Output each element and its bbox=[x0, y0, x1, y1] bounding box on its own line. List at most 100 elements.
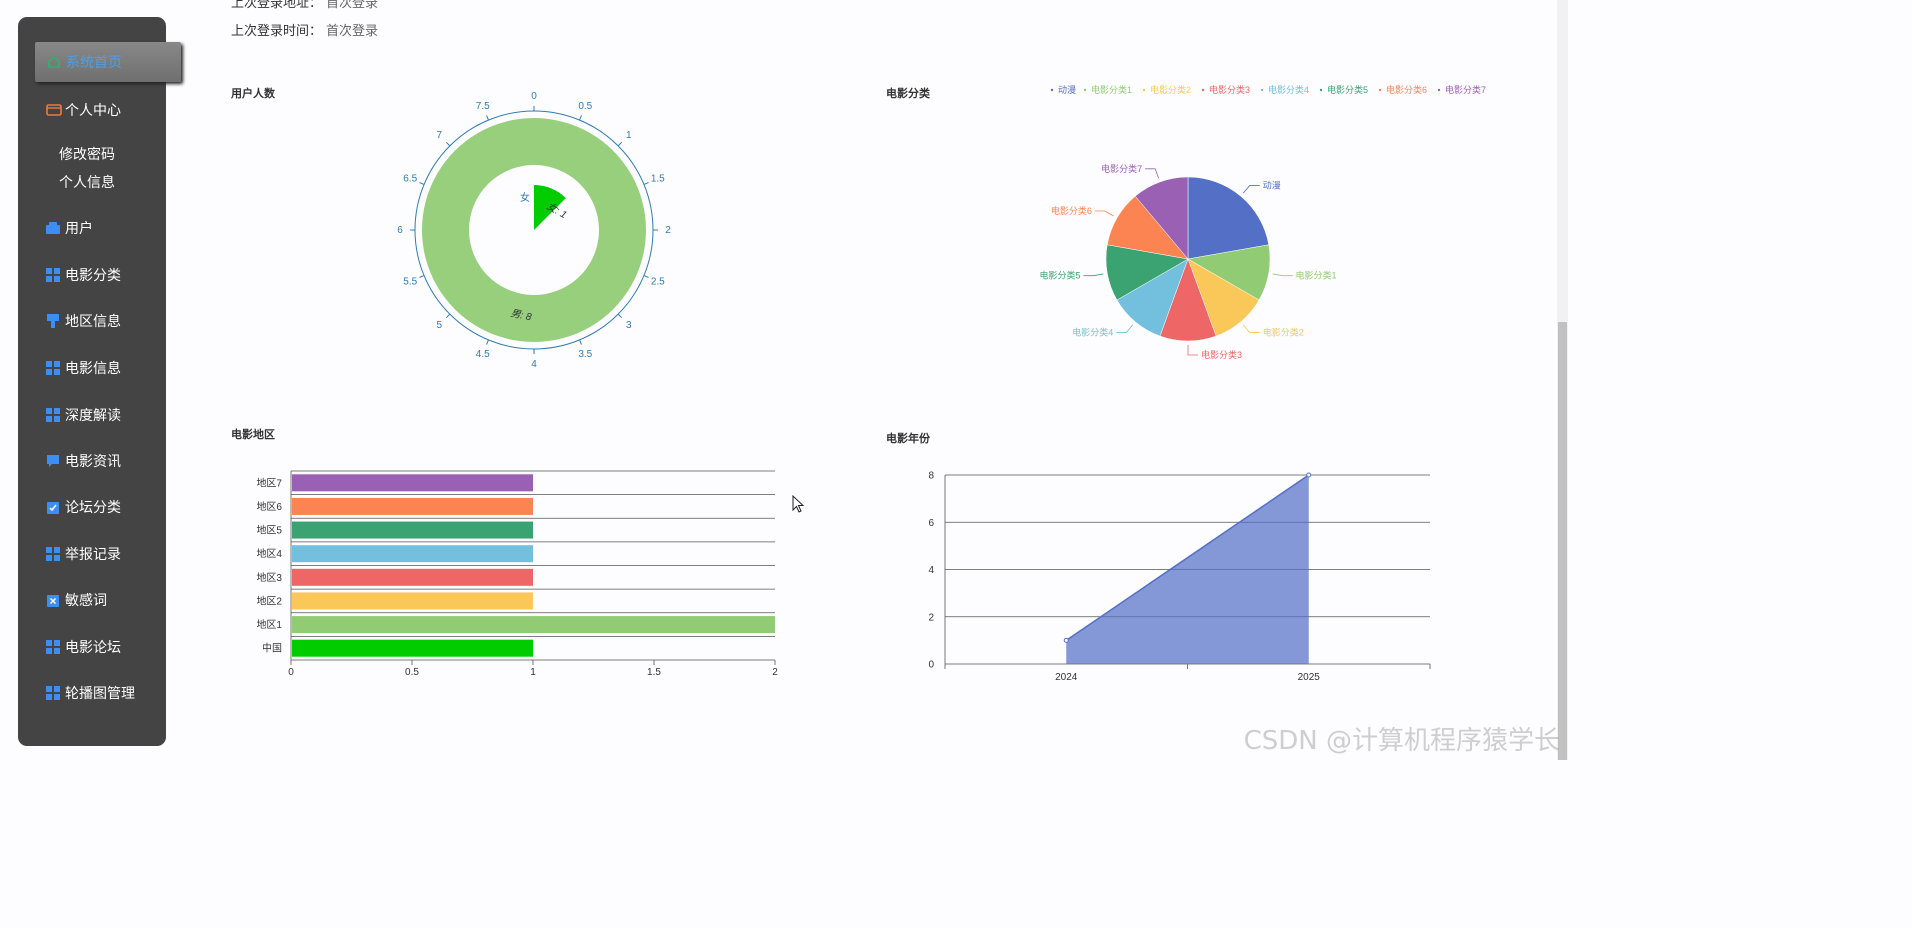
wallet-icon bbox=[46, 103, 62, 117]
sidebar-subitem-change-password[interactable]: 修改密码 bbox=[59, 146, 115, 162]
angle-tick bbox=[643, 275, 649, 278]
regions-bar-chart: 中国 地区1 地区2 地区3 地区4 地区5 地区6 地区7 0 0.5 1 1.5 2 bbox=[256, 470, 778, 678]
legend-marker bbox=[1319, 88, 1323, 92]
legend-marker bbox=[1201, 88, 1205, 92]
bar bbox=[292, 521, 533, 539]
pie-label-line bbox=[1083, 273, 1104, 277]
x-tick-label: 1 bbox=[530, 667, 536, 678]
sidebar: 系统首页 个人中心 修改密码 个人信息 用户 电影分类 地区信息 电影信息 深度… bbox=[18, 17, 181, 746]
watermark: CSDN @计算机程序猿学长 bbox=[1243, 726, 1560, 756]
sidebar-item-forum-categories[interactable]: 论坛分类 bbox=[18, 494, 166, 520]
legend-item: 电影分类4 bbox=[1268, 84, 1309, 95]
x-tick-label: 2 bbox=[772, 667, 778, 678]
users-polar-chart: 00.511.522.533.544.555.566.577.5女女: 1男: … bbox=[397, 91, 671, 370]
angle-tick bbox=[579, 115, 582, 121]
years-area-chart: 0 2 4 6 8 2024 2025 bbox=[928, 471, 1431, 683]
angle-tick-label: 7.5 bbox=[476, 101, 490, 112]
sidebar-item-label: 电影论坛 bbox=[65, 639, 121, 655]
angle-tick-label: 0 bbox=[531, 91, 537, 102]
pie-slice-label: 电影分类5 bbox=[1039, 270, 1080, 281]
pie-slice-label: 电影分类6 bbox=[1051, 205, 1092, 216]
sidebar-item-label: 用户 bbox=[65, 220, 93, 236]
pie-label-line bbox=[1242, 185, 1260, 194]
sidebar-item-movie-categories[interactable]: 电影分类 bbox=[18, 262, 166, 288]
legend-item: 电影分类7 bbox=[1445, 84, 1486, 95]
y-tick-label: 地区4 bbox=[256, 547, 282, 560]
sidebar-item-region-info[interactable]: 地区信息 bbox=[18, 308, 166, 334]
series-line bbox=[1065, 474, 1310, 641]
angle-tick bbox=[643, 182, 649, 185]
y-tick-label: 地区3 bbox=[256, 571, 282, 584]
grid-icon bbox=[46, 361, 60, 375]
data-label-male: 男: 8 bbox=[509, 308, 532, 323]
scrollbar-thumb[interactable] bbox=[1558, 322, 1567, 760]
brush-icon bbox=[46, 314, 60, 328]
y-tick-label: 地区1 bbox=[256, 618, 282, 631]
angle-tick bbox=[486, 115, 489, 121]
sidebar-item-label: 电影分类 bbox=[65, 267, 121, 283]
sidebar-item-label: 个人中心 bbox=[65, 102, 121, 118]
sidebar-item-label: 系统首页 bbox=[66, 54, 122, 70]
sidebar-item-label: 电影信息 bbox=[65, 360, 121, 376]
x-tick-label: 0.5 bbox=[405, 667, 419, 678]
legend-item: 动漫 bbox=[1058, 84, 1076, 95]
sidebar-item-label: 轮播图管理 bbox=[65, 685, 135, 701]
sidebar-item-deep-analysis[interactable]: 深度解读 bbox=[18, 402, 166, 428]
sidebar-item-personal-center[interactable]: 个人中心 bbox=[18, 97, 166, 123]
sidebar-item-home[interactable]: 系统首页 bbox=[35, 42, 181, 82]
pie-slice-label: 电影分类7 bbox=[1101, 163, 1142, 174]
y-tick-label: 地区2 bbox=[256, 594, 282, 607]
angle-tick-label: 5.5 bbox=[403, 276, 417, 287]
area-fill bbox=[1066, 475, 1309, 664]
grid-icon bbox=[46, 640, 60, 654]
sidebar-item-movie-forum[interactable]: 电影论坛 bbox=[18, 634, 166, 660]
angle-tick bbox=[445, 141, 451, 147]
angle-tick-label: 3 bbox=[626, 320, 632, 331]
sidebar-item-carousel-management[interactable]: 轮播图管理 bbox=[18, 680, 166, 706]
grid-icon bbox=[46, 547, 60, 561]
sidebar-item-sensitive-words[interactable]: 敏感词 bbox=[18, 587, 166, 613]
sidebar-item-movie-info[interactable]: 电影信息 bbox=[18, 355, 166, 381]
angle-tick bbox=[617, 141, 623, 147]
legend-item: 电影分类3 bbox=[1209, 84, 1250, 95]
grid-icon bbox=[46, 686, 60, 700]
angle-tick bbox=[486, 339, 489, 345]
legend-marker bbox=[1260, 88, 1264, 92]
bar bbox=[292, 545, 533, 563]
last-login-address: 上次登录地址： 首次登录 bbox=[231, 0, 379, 10]
legend-marker bbox=[1142, 88, 1146, 92]
years-chart-title: 电影年份 bbox=[886, 433, 930, 445]
angle-tick-label: 1.5 bbox=[651, 174, 665, 185]
angle-tick-label: 2 bbox=[665, 225, 671, 236]
sidebar-item-label: 举报记录 bbox=[65, 546, 121, 562]
clipboard-x-icon bbox=[46, 593, 60, 607]
angle-tick-label: 4 bbox=[531, 359, 537, 370]
angle-tick-label: 2.5 bbox=[651, 276, 665, 287]
bar bbox=[292, 497, 533, 515]
category-label-female: 女 bbox=[520, 191, 530, 204]
y-tick-label: 0 bbox=[928, 660, 934, 671]
x-tick-label: 1.5 bbox=[647, 667, 661, 678]
pie-label-line bbox=[1242, 324, 1260, 333]
users-chart-title: 用户人数 bbox=[231, 88, 275, 100]
legend-marker bbox=[1437, 88, 1441, 92]
legend-marker bbox=[1083, 88, 1087, 92]
angle-tick-label: 5 bbox=[436, 320, 442, 331]
clipboard-check-icon bbox=[46, 500, 60, 514]
y-tick-label: 中国 bbox=[262, 642, 282, 655]
legend-item: 电影分类1 bbox=[1091, 84, 1132, 95]
sidebar-subitem-personal-info[interactable]: 个人信息 bbox=[59, 174, 115, 190]
grid-icon bbox=[46, 408, 60, 422]
sidebar-item-report-records[interactable]: 举报记录 bbox=[18, 541, 166, 567]
user-folder-icon bbox=[46, 221, 60, 235]
legend-marker bbox=[1050, 88, 1054, 92]
mouse-cursor-icon bbox=[792, 494, 805, 518]
pie-label-line bbox=[1187, 345, 1198, 356]
legend-item: 电影分类2 bbox=[1150, 84, 1191, 95]
bar bbox=[292, 592, 533, 610]
pie-label-line bbox=[1272, 273, 1293, 277]
bar bbox=[292, 639, 533, 657]
sidebar-item-movie-news[interactable]: 电影资讯 bbox=[18, 448, 166, 474]
angle-tick bbox=[445, 313, 451, 319]
sidebar-item-users[interactable]: 用户 bbox=[18, 215, 166, 241]
